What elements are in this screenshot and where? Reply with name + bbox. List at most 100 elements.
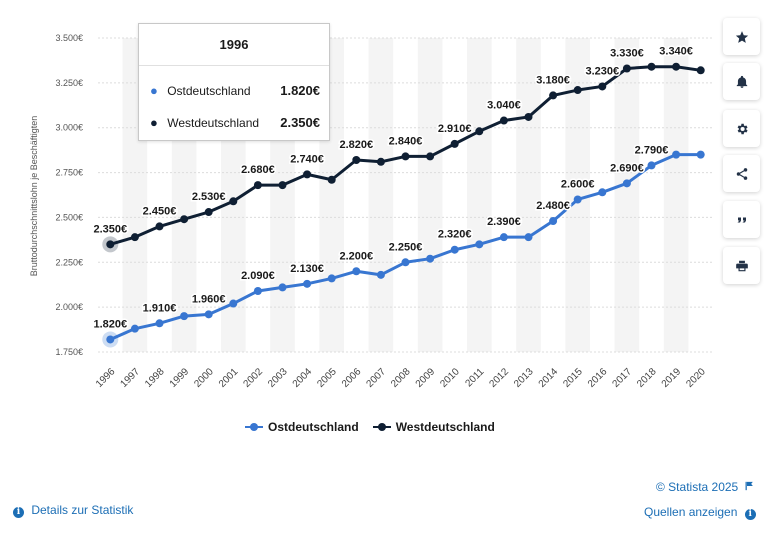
x-tick-label: 1998	[143, 366, 167, 390]
data-point-westdeutschland	[524, 112, 533, 121]
data-point-ostdeutschland	[253, 286, 262, 295]
data-point-westdeutschland	[401, 152, 410, 161]
x-tick-label: 1996	[94, 366, 118, 390]
x-tick-label: 2016	[586, 366, 610, 390]
x-axis: 1996 1997 1998 1999 2000 2001 2002 2003 2004 2005…	[94, 366, 708, 390]
x-tick-label: 1997	[119, 366, 143, 390]
data-label-westdeutschland: 3.180€	[536, 74, 570, 86]
x-tick-label: 2010	[438, 366, 462, 390]
x-tick-label: 1999	[168, 366, 192, 390]
data-point-ostdeutschland	[327, 274, 336, 283]
plot-band	[516, 38, 541, 352]
settings-button[interactable]	[723, 110, 760, 147]
data-point-ostdeutschland	[401, 258, 410, 267]
data-label-westdeutschland: 3.340€	[659, 46, 693, 58]
data-label-westdeutschland: 3.330€	[610, 48, 644, 60]
data-label-ostdeutschland: 2.250€	[389, 241, 423, 253]
data-point-westdeutschland	[696, 66, 705, 75]
legend-item-ost[interactable]: Ostdeutschland	[245, 420, 359, 434]
data-label-westdeutschland: 2.740€	[290, 153, 324, 165]
x-tick-label: 2004	[291, 366, 315, 390]
y-tick-label: 3.500€	[55, 33, 83, 43]
cite-button[interactable]	[723, 201, 760, 238]
data-point-ostdeutschland	[155, 319, 164, 328]
favorite-button[interactable]	[723, 18, 760, 55]
x-tick-label: 2001	[217, 366, 241, 390]
data-label-westdeutschland: 3.040€	[487, 100, 521, 112]
data-point-ostdeutschland	[376, 270, 385, 279]
quote-icon	[737, 217, 746, 222]
data-point-ostdeutschland	[106, 335, 115, 344]
data-point-westdeutschland	[327, 175, 336, 184]
y-tick-label: 2.750€	[55, 168, 83, 178]
data-point-westdeutschland	[253, 181, 262, 190]
x-tick-label: 2011	[463, 366, 486, 389]
share-button[interactable]	[723, 155, 760, 192]
x-tick-label: 2013	[512, 366, 536, 390]
y-axis: 1.750€ 2.000€ 2.250€ 2.500€ 2.750€ 3.000€ 3.25…	[55, 33, 83, 357]
data-point-ostdeutschland	[450, 245, 459, 254]
data-label-ostdeutschland: 2.790€	[635, 144, 669, 156]
tooltip-name-ost: Ostdeutschland	[167, 84, 251, 98]
data-point-westdeutschland	[278, 181, 287, 190]
y-tick-label: 2.000€	[55, 302, 83, 312]
sources-link[interactable]: Quellen anzeigen i	[644, 505, 756, 520]
x-tick-label: 2018	[635, 366, 659, 390]
legend-label-ost: Ostdeutschland	[268, 420, 359, 434]
x-tick-label: 2002	[242, 366, 266, 390]
data-label-ostdeutschland: 2.090€	[241, 270, 275, 282]
legend-marker-ost	[245, 421, 263, 433]
x-tick-label: 2008	[389, 366, 413, 390]
data-point-ostdeutschland	[499, 233, 508, 242]
notification-button[interactable]	[723, 63, 760, 100]
data-label-westdeutschland: 2.680€	[241, 164, 275, 176]
tooltip-dot-west: ●	[150, 115, 158, 130]
gear-icon	[737, 123, 748, 134]
data-point-ostdeutschland	[598, 188, 607, 197]
x-tick-label: 2019	[660, 366, 684, 390]
legend-marker-west	[372, 421, 391, 433]
grid-lines	[98, 37, 713, 353]
plot-band	[467, 38, 492, 352]
data-point-westdeutschland	[549, 91, 558, 100]
data-label-ostdeutschland: 2.600€	[561, 178, 595, 190]
data-label-westdeutschland: 2.350€	[93, 223, 127, 235]
data-point-ostdeutschland	[180, 312, 189, 321]
print-icon	[735, 260, 748, 271]
data-label-ostdeutschland: 1.820€	[93, 318, 127, 330]
data-point-ostdeutschland	[204, 310, 213, 319]
plot-band	[417, 38, 443, 352]
tooltip-row-ost: ● Ostdeutschland 1.820€	[150, 83, 320, 98]
y-tick-label: 3.250€	[55, 78, 83, 88]
data-label-ostdeutschland: 2.480€	[536, 200, 570, 212]
x-tick-label: 2003	[266, 366, 290, 390]
data-label-ostdeutschland: 2.690€	[610, 162, 644, 174]
details-label: Details zur Statistik	[31, 503, 134, 517]
info-icon: i	[13, 507, 24, 518]
data-point-ostdeutschland	[696, 150, 705, 159]
copyright-link[interactable]: © Statista 2025	[656, 480, 754, 494]
data-point-ostdeutschland	[229, 299, 238, 308]
data-point-westdeutschland	[204, 208, 213, 217]
data-point-westdeutschland	[155, 222, 164, 231]
data-point-ostdeutschland	[130, 324, 139, 333]
y-tick-label: 1.750€	[55, 347, 83, 357]
data-point-westdeutschland	[106, 240, 115, 249]
x-tick-label: 2007	[365, 366, 389, 390]
data-point-ostdeutschland	[647, 161, 656, 170]
x-tick-label: 2000	[192, 366, 216, 390]
details-link[interactable]: i Details zur Statistik	[13, 503, 133, 518]
legend-item-west[interactable]: Westdeutschland	[372, 420, 495, 434]
tooltip-dot-ost: ●	[150, 83, 158, 98]
data-point-westdeutschland	[376, 157, 385, 166]
x-tick-label: 2020	[684, 366, 708, 390]
x-tick-label: 2012	[488, 366, 512, 390]
plot-band	[614, 38, 640, 352]
data-point-ostdeutschland	[622, 179, 631, 188]
data-label-westdeutschland: 2.450€	[143, 205, 177, 217]
print-button[interactable]	[723, 247, 760, 284]
data-label-ostdeutschland: 2.200€	[339, 250, 373, 262]
x-tick-label: 2009	[414, 366, 438, 390]
tooltip-divider	[139, 65, 329, 66]
